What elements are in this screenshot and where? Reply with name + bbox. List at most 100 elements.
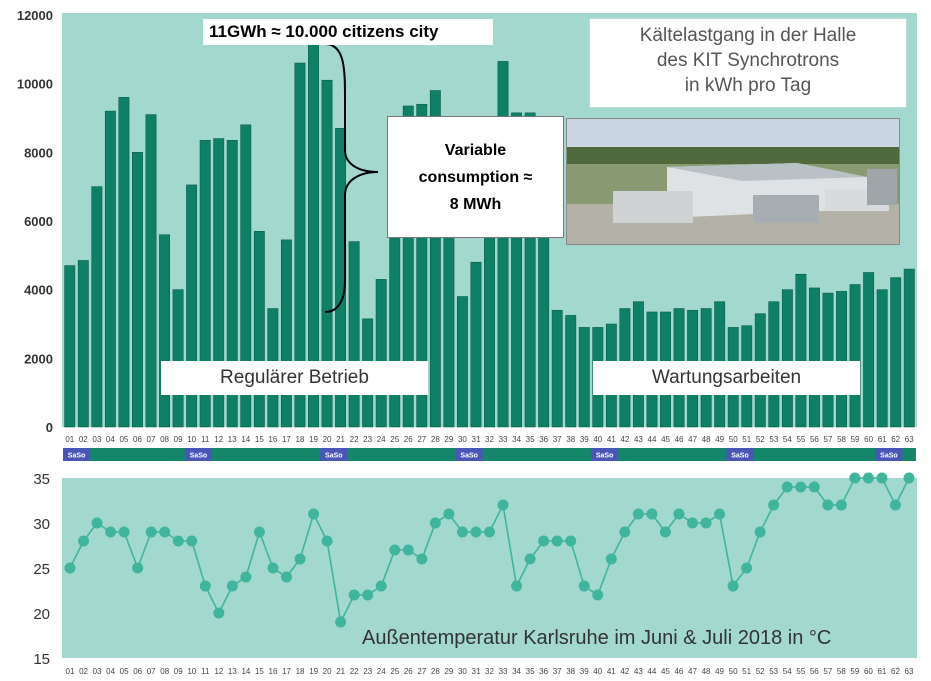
temp-x-tick-label: 50 (729, 667, 738, 676)
bar-x-tick-label: 20 (323, 435, 332, 444)
bar-x-tick-label: 35 (526, 435, 535, 444)
bar-x-tick-label: 39 (580, 435, 589, 444)
temp-point (91, 517, 103, 529)
bar (145, 114, 157, 428)
temp-x-tick-label: 20 (323, 667, 332, 676)
temp-point (524, 553, 536, 565)
bar (578, 327, 590, 428)
temp-point (781, 481, 793, 493)
bar-y-tick-label: 4000 (24, 283, 53, 298)
temp-point (78, 535, 90, 547)
bar-x-tick-label: 42 (620, 435, 629, 444)
temp-point (714, 508, 726, 520)
temp-x-tick-label: 27 (417, 667, 426, 676)
bar-x-tick-label: 17 (282, 435, 291, 444)
temp-point (511, 580, 523, 592)
temp-point (497, 499, 509, 511)
temp-point (470, 526, 482, 538)
temp-point (484, 526, 495, 538)
bar-x-tick-label: 38 (566, 435, 575, 444)
temp-point (551, 535, 563, 547)
temp-x-tick-label: 11 (201, 667, 210, 676)
temp-point (186, 535, 198, 547)
bar (497, 61, 509, 428)
temp-x-tick-label: 09 (174, 667, 183, 676)
bar (822, 292, 834, 428)
temp-x-tick-label: 08 (160, 667, 169, 676)
temp-x-tick-label: 28 (431, 667, 440, 676)
temp-x-tick-label: 14 (241, 667, 250, 676)
temp-x-tick-label: 43 (634, 667, 643, 676)
temperature-series (64, 472, 915, 628)
bar-x-tick-label: 31 (472, 435, 481, 444)
temp-x-tick-label: 59 (850, 667, 859, 676)
bar-x-tick-label: 61 (878, 435, 887, 444)
bar-x-tick-label: 33 (499, 435, 508, 444)
bar-x-tick-label: 03 (92, 435, 101, 444)
temp-point (132, 562, 144, 574)
temp-point (321, 535, 333, 547)
bar (159, 234, 170, 428)
regular-operation-label: Regulärer Betrieb (161, 361, 428, 395)
bar-x-tick-label: 49 (715, 435, 724, 444)
bar-x-tick-label: 04 (106, 435, 115, 444)
temp-point (578, 580, 590, 592)
temp-point (835, 499, 847, 511)
bar-x-tick-label: 12 (214, 435, 223, 444)
bar (186, 184, 198, 428)
bar-x-tick-label: 26 (404, 435, 413, 444)
bar (849, 284, 861, 428)
temp-point (281, 571, 293, 583)
bar-x-tick-label: 14 (241, 435, 250, 444)
bar-y-tick-label: 10000 (17, 77, 53, 92)
bar (876, 289, 888, 428)
bar-x-tick-label: 60 (864, 435, 873, 444)
bar (903, 268, 915, 428)
temp-x-tick-label: 13 (228, 667, 237, 676)
temp-x-tick-label: 17 (282, 667, 291, 676)
temp-point (727, 580, 739, 592)
temp-x-tick-label: 01 (66, 667, 75, 676)
bar-x-tick-label: 18 (295, 435, 304, 444)
bar-x-tick-label: 48 (702, 435, 711, 444)
bar-y-tick-label: 8000 (24, 145, 53, 160)
bar-x-tick-label: 62 (891, 435, 900, 444)
weekend-marker (875, 448, 903, 461)
bar-x-tick-label: 40 (593, 435, 602, 444)
temp-y-tick-label: 20 (33, 606, 50, 623)
bar (199, 140, 211, 428)
temp-point (375, 580, 387, 592)
temp-y-tick-label: 25 (33, 561, 50, 578)
bar-x-tick-label: 27 (417, 435, 426, 444)
bar (77, 260, 89, 428)
bar-x-tick-label: 53 (769, 435, 778, 444)
temp-x-tick-label: 31 (472, 667, 481, 676)
chart-title-line: Kältelastgang in der Halle (639, 25, 857, 46)
temp-x-tick-label: 55 (796, 667, 805, 676)
bar (429, 90, 441, 428)
temp-point (105, 526, 117, 538)
bar-x-tick-label: 63 (905, 435, 914, 444)
bar (348, 241, 360, 428)
temp-x-tick-label: 29 (444, 667, 453, 676)
building-photo (566, 118, 900, 245)
bar (375, 279, 387, 428)
bar (416, 103, 428, 428)
temp-point (145, 526, 157, 538)
temp-point (159, 526, 171, 538)
bar-x-tick-label: 07 (147, 435, 156, 444)
bar (321, 79, 333, 428)
temp-x-tick-label: 51 (742, 667, 751, 676)
temp-x-tick-label: 48 (702, 667, 711, 676)
weekend-label: SaSo (190, 453, 208, 460)
temp-x-tick-label: 39 (580, 667, 589, 676)
temp-point (172, 535, 184, 547)
top-annotation: 11GWh ≈ 10.000 citizens city (203, 19, 493, 45)
bar (104, 110, 116, 428)
bar-x-tick-label: 02 (79, 435, 88, 444)
temp-point (362, 589, 374, 601)
bar-x-tick-label: 54 (783, 435, 792, 444)
temp-x-tick-label: 06 (133, 667, 142, 676)
bar-x-tick-label: 32 (485, 435, 494, 444)
bar (402, 105, 414, 428)
